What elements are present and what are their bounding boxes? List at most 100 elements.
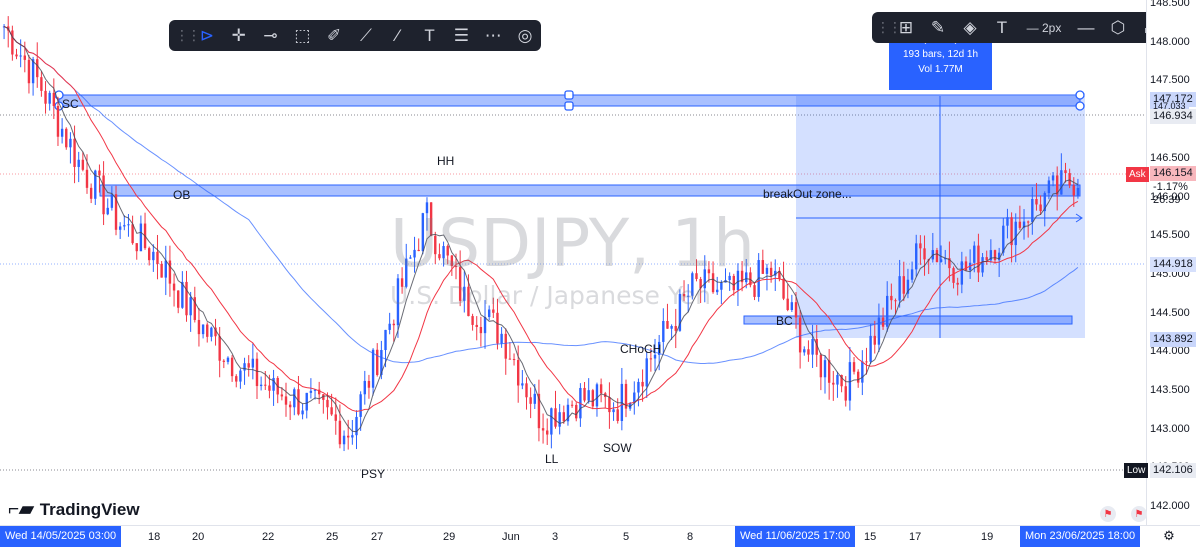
rectangle-icon[interactable]: ⬚ xyxy=(294,25,311,45)
trendline-icon[interactable]: ⁄ xyxy=(396,25,400,45)
candle-body xyxy=(40,77,43,91)
candle-body xyxy=(653,354,657,359)
candle-body xyxy=(670,326,673,329)
cursor-icon[interactable]: ⊳ xyxy=(199,25,215,45)
candle-body xyxy=(641,381,644,387)
candle-body xyxy=(939,259,943,263)
tradingview-logo-icon: ⌐▰ xyxy=(8,499,34,520)
candle-body xyxy=(193,297,196,320)
candle-body xyxy=(56,106,60,137)
candle-body xyxy=(512,358,516,361)
candle-body xyxy=(558,412,561,427)
flag-icon[interactable]: ⚑ xyxy=(1100,506,1116,522)
candle-body xyxy=(997,252,1001,261)
candle-body xyxy=(322,394,325,400)
candle-body xyxy=(919,243,922,249)
candle-body xyxy=(674,326,677,331)
candle-body xyxy=(106,207,109,215)
candle-body xyxy=(458,267,462,301)
candle-body xyxy=(657,341,661,355)
candle-body xyxy=(475,324,478,328)
fib-icon[interactable]: ☰ xyxy=(453,25,470,45)
candle-body xyxy=(450,255,454,267)
candle-body xyxy=(351,435,354,438)
candle-body xyxy=(807,349,810,355)
candle-body xyxy=(44,90,47,104)
settings-icon[interactable]: ⬡ xyxy=(1110,17,1126,37)
candle-body xyxy=(736,270,740,291)
candle-body xyxy=(206,324,209,337)
layout-icon[interactable]: ⊞ xyxy=(898,17,914,37)
price-tick: 142.000 xyxy=(1150,500,1190,513)
price-tick: 143.000 xyxy=(1150,422,1190,435)
candle-body xyxy=(23,55,27,60)
candle-body xyxy=(384,329,387,351)
settings-icon[interactable]: ⚙ xyxy=(1163,528,1175,543)
candle-body xyxy=(786,298,789,311)
candle-body xyxy=(1043,193,1046,212)
crosshair-icon[interactable]: ✛ xyxy=(231,25,246,45)
candle-body xyxy=(288,404,292,408)
line-style-icon[interactable]: — xyxy=(1077,17,1095,37)
candle-body xyxy=(832,382,835,385)
candle-body xyxy=(529,397,532,404)
candle-body xyxy=(910,269,914,280)
price-label-low: 142.106 xyxy=(1150,463,1196,478)
candle-body xyxy=(728,275,731,281)
candle-body xyxy=(608,397,611,413)
candle-body xyxy=(388,323,391,330)
candle-body xyxy=(409,257,412,259)
annotation-ll: LL xyxy=(545,452,559,466)
brush-icon[interactable]: ✐ xyxy=(327,25,342,45)
toolbar-grip-icon[interactable]: ⋮⋮ xyxy=(175,27,201,43)
candle-body xyxy=(894,300,897,302)
text-icon[interactable]: T xyxy=(424,25,435,45)
candle-body xyxy=(243,363,246,371)
horizontal-line-icon[interactable]: ⊸ xyxy=(263,25,278,45)
candle-body xyxy=(616,409,619,421)
candle-body xyxy=(993,250,997,261)
flag-icon[interactable]: ⚑ xyxy=(1131,506,1147,522)
candle-body xyxy=(181,281,184,308)
candle-body xyxy=(811,338,814,355)
pattern-icon[interactable]: ⋯ xyxy=(484,25,502,45)
candle-body xyxy=(695,273,698,279)
pencil-icon[interactable]: ✎ xyxy=(930,17,946,37)
candle-body xyxy=(317,389,321,395)
candle-body xyxy=(981,257,984,273)
text-color-icon[interactable]: T xyxy=(996,17,1008,37)
price-label-ask: 146.154 xyxy=(1150,166,1196,181)
time-tick: 22 xyxy=(262,531,275,543)
annotation-breakout: breakOut zone... xyxy=(763,187,852,201)
candle-body xyxy=(778,270,781,279)
candle-body xyxy=(865,361,868,363)
time-axis[interactable] xyxy=(0,525,1200,548)
candle-body xyxy=(405,258,408,287)
price-chart[interactable] xyxy=(0,0,1146,525)
fill-icon[interactable]: ◈ xyxy=(963,17,977,37)
candle-body xyxy=(156,251,159,264)
candle-body xyxy=(923,248,926,260)
candle-body xyxy=(222,360,226,362)
candle-body xyxy=(127,224,130,226)
toolbar-grip-icon[interactable]: ⋮⋮ xyxy=(876,19,902,35)
ob-zone xyxy=(99,184,1081,197)
candle-body xyxy=(172,283,176,291)
ma-black-line xyxy=(3,25,1079,433)
candle-body xyxy=(790,302,794,311)
candle-body xyxy=(36,59,39,78)
candle-body xyxy=(355,416,358,436)
path-icon[interactable]: ⟋ xyxy=(360,25,372,45)
candle-body xyxy=(707,269,711,274)
candle-body xyxy=(334,414,337,421)
candle-body xyxy=(272,377,275,391)
gear-icon[interactable]: ◎ xyxy=(517,25,533,45)
candle-body xyxy=(110,194,114,208)
line-width-button[interactable]: — 2px xyxy=(1018,21,1070,35)
time-tick: 25 xyxy=(326,531,339,543)
candle-body xyxy=(562,412,566,422)
candle-body xyxy=(114,194,118,230)
price-label-ma: 144.918 xyxy=(1150,257,1196,272)
price-tick: 143.500 xyxy=(1150,384,1190,396)
candle-body xyxy=(500,333,503,344)
